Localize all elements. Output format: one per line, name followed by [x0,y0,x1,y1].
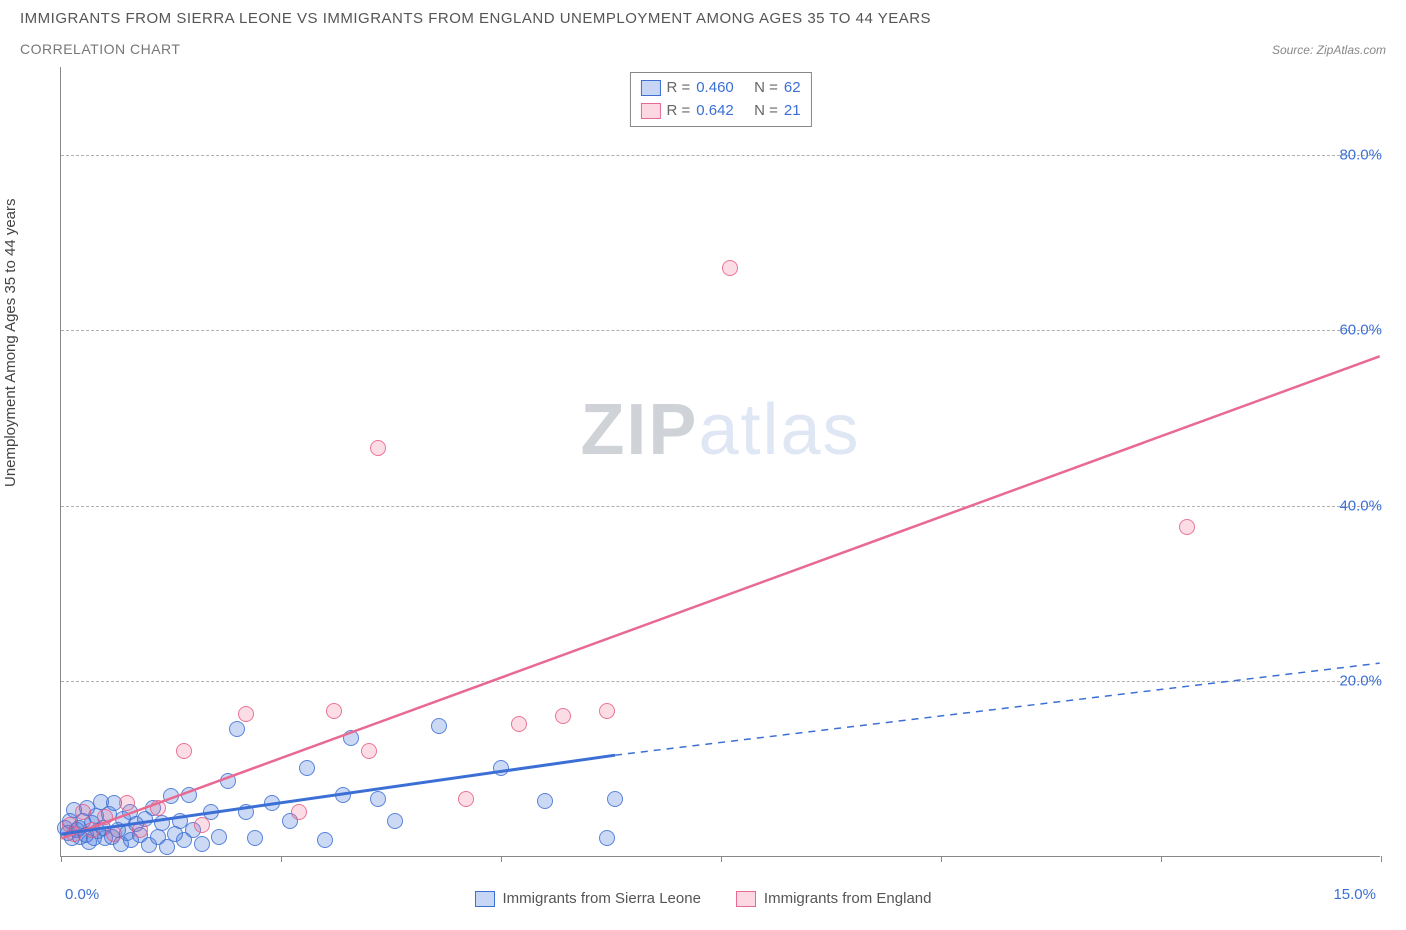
chart-subtitle: CORRELATION CHART [20,41,180,57]
legend-item-pink: Immigrants from England [736,890,932,907]
legend-label-pink: Immigrants from England [764,890,932,907]
legend-item-blue: Immigrants from Sierra Leone [475,890,701,907]
swatch-pink-icon [736,891,756,907]
x-tick [941,856,942,862]
x-tick [61,856,62,862]
bottom-legend: Immigrants from Sierra Leone Immigrants … [0,890,1406,907]
y-axis-label: Unemployment Among Ages 35 to 44 years [2,198,19,487]
correlation-row-pink: R = 0.642 N = 21 [640,100,800,123]
swatch-pink-icon [640,103,660,119]
swatch-blue-icon [640,80,660,96]
x-tick [1161,856,1162,862]
x-tick [721,856,722,862]
correlation-row-blue: R = 0.460 N = 62 [640,77,800,100]
swatch-blue-icon [475,891,495,907]
x-tick [501,856,502,862]
chart-title: IMMIGRANTS FROM SIERRA LEONE VS IMMIGRAN… [20,10,1386,27]
plot-area: ZIPatlas R = 0.460 N = 62 R = 0.642 N = … [60,67,1380,857]
x-tick [281,856,282,862]
correlation-legend-box: R = 0.460 N = 62 R = 0.642 N = 21 [629,72,811,127]
x-tick [1381,856,1382,862]
legend-label-blue: Immigrants from Sierra Leone [503,890,701,907]
chart-container: Unemployment Among Ages 35 to 44 years Z… [0,57,1406,907]
trend-lines [61,67,1380,856]
source-label: Source: ZipAtlas.com [1272,43,1386,57]
